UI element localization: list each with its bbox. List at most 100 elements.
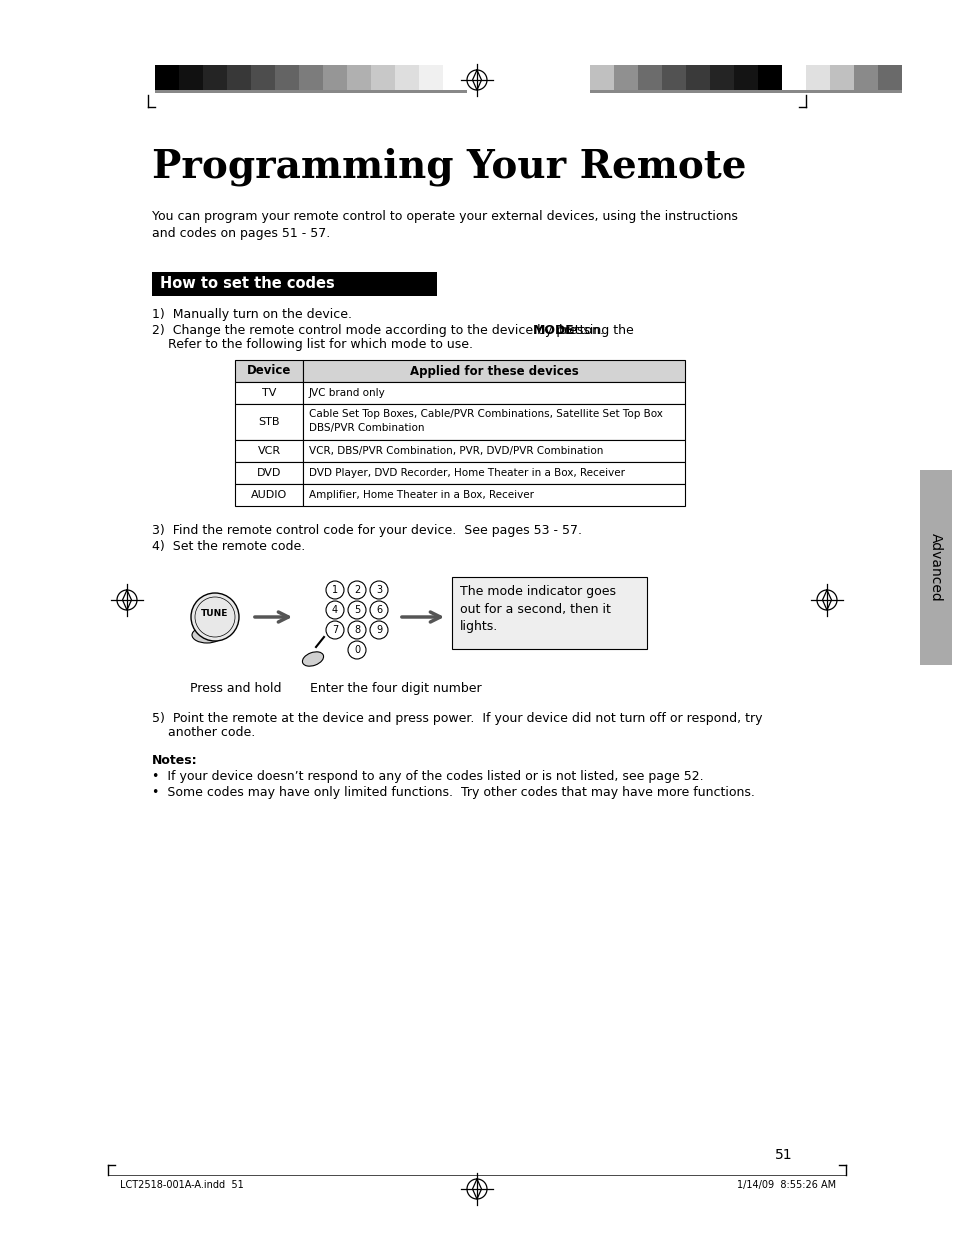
Bar xyxy=(179,65,203,90)
Circle shape xyxy=(370,621,388,638)
Ellipse shape xyxy=(192,627,222,643)
Text: You can program your remote control to operate your external devices, using the : You can program your remote control to o… xyxy=(152,210,737,240)
Text: Press and hold: Press and hold xyxy=(190,682,281,695)
Bar xyxy=(303,404,684,440)
Bar xyxy=(323,65,347,90)
Text: •  Some codes may have only limited functions.  Try other codes that may have mo: • Some codes may have only limited funct… xyxy=(152,785,754,799)
Text: TV: TV xyxy=(261,388,276,398)
Bar xyxy=(371,65,395,90)
Text: Refer to the following list for which mode to use.: Refer to the following list for which mo… xyxy=(152,338,473,351)
Bar xyxy=(274,65,298,90)
Circle shape xyxy=(348,641,366,659)
Bar xyxy=(303,382,684,404)
Text: 51: 51 xyxy=(775,1149,792,1162)
Text: DVD: DVD xyxy=(256,468,281,478)
Bar xyxy=(395,65,418,90)
Bar xyxy=(661,65,685,90)
Circle shape xyxy=(370,601,388,619)
Text: DBS/PVR Combination: DBS/PVR Combination xyxy=(309,424,424,433)
Bar xyxy=(303,462,684,484)
Text: LCT2518-001A-A.indd  51: LCT2518-001A-A.indd 51 xyxy=(120,1179,244,1191)
Text: Notes:: Notes: xyxy=(152,755,197,767)
Text: Programming Your Remote: Programming Your Remote xyxy=(152,148,745,186)
Text: AUDIO: AUDIO xyxy=(251,490,287,500)
Bar xyxy=(234,440,303,462)
Bar xyxy=(442,65,467,90)
Bar xyxy=(298,65,323,90)
Circle shape xyxy=(348,580,366,599)
Text: 4)  Set the remote code.: 4) Set the remote code. xyxy=(152,540,305,553)
Bar xyxy=(805,65,829,90)
Text: DVD Player, DVD Recorder, Home Theater in a Box, Receiver: DVD Player, DVD Recorder, Home Theater i… xyxy=(309,468,624,478)
Circle shape xyxy=(326,580,344,599)
Bar xyxy=(829,65,853,90)
Bar xyxy=(638,65,661,90)
Circle shape xyxy=(348,621,366,638)
Bar xyxy=(152,272,436,296)
Text: 1)  Manually turn on the device.: 1) Manually turn on the device. xyxy=(152,308,352,321)
Text: Cable Set Top Boxes, Cable/PVR Combinations, Satellite Set Top Box: Cable Set Top Boxes, Cable/PVR Combinati… xyxy=(309,409,662,419)
Text: 8: 8 xyxy=(354,625,359,635)
Bar xyxy=(251,65,274,90)
Text: 1/14/09  8:55:26 AM: 1/14/09 8:55:26 AM xyxy=(736,1179,835,1191)
Text: 6: 6 xyxy=(375,605,381,615)
Bar xyxy=(709,65,733,90)
Text: 9: 9 xyxy=(375,625,381,635)
Text: Applied for these devices: Applied for these devices xyxy=(409,364,578,378)
Ellipse shape xyxy=(302,652,323,666)
Text: 4: 4 xyxy=(332,605,337,615)
Bar xyxy=(452,577,646,650)
Bar xyxy=(418,65,442,90)
Text: 2: 2 xyxy=(354,585,359,595)
Bar xyxy=(853,65,877,90)
Text: The mode indicator goes
out for a second, then it
lights.: The mode indicator goes out for a second… xyxy=(459,585,616,634)
Bar xyxy=(919,471,951,664)
Text: JVC brand only: JVC brand only xyxy=(309,388,385,398)
Bar xyxy=(614,65,638,90)
Text: 0: 0 xyxy=(354,645,359,655)
Text: 5)  Point the remote at the device and press power.  If your device did not turn: 5) Point the remote at the device and pr… xyxy=(152,713,761,725)
Text: 5: 5 xyxy=(354,605,359,615)
Bar xyxy=(303,440,684,462)
Bar xyxy=(234,484,303,506)
Circle shape xyxy=(191,593,239,641)
Text: •  If your device doesn’t respond to any of the codes listed or is not listed, s: • If your device doesn’t respond to any … xyxy=(152,769,703,783)
Bar xyxy=(154,90,467,93)
Bar xyxy=(589,90,901,93)
Text: 7: 7 xyxy=(332,625,337,635)
Bar xyxy=(203,65,227,90)
Text: TUNE: TUNE xyxy=(201,609,229,618)
Bar xyxy=(733,65,758,90)
Bar xyxy=(589,65,614,90)
Text: Amplifier, Home Theater in a Box, Receiver: Amplifier, Home Theater in a Box, Receiv… xyxy=(309,490,534,500)
Text: another code.: another code. xyxy=(152,726,255,739)
Text: 3)  Find the remote control code for your device.  See pages 53 - 57.: 3) Find the remote control code for your… xyxy=(152,524,581,537)
Bar xyxy=(227,65,251,90)
Text: 1: 1 xyxy=(332,585,337,595)
Bar xyxy=(303,484,684,506)
Circle shape xyxy=(370,580,388,599)
Bar xyxy=(303,359,684,382)
Bar xyxy=(347,65,371,90)
Text: button.: button. xyxy=(555,324,603,337)
Bar xyxy=(781,65,805,90)
Bar xyxy=(234,382,303,404)
Circle shape xyxy=(348,601,366,619)
Text: MODE: MODE xyxy=(533,324,574,337)
Text: VCR, DBS/PVR Combination, PVR, DVD/PVR Combination: VCR, DBS/PVR Combination, PVR, DVD/PVR C… xyxy=(309,446,602,456)
Circle shape xyxy=(326,601,344,619)
Text: 3: 3 xyxy=(375,585,381,595)
Text: Device: Device xyxy=(247,364,291,378)
Bar xyxy=(877,65,901,90)
Bar xyxy=(234,359,303,382)
Circle shape xyxy=(326,621,344,638)
Text: Enter the four digit number: Enter the four digit number xyxy=(310,682,481,695)
Bar xyxy=(234,462,303,484)
Bar xyxy=(758,65,781,90)
Text: VCR: VCR xyxy=(257,446,280,456)
Text: Advanced: Advanced xyxy=(928,534,942,601)
Text: 2)  Change the remote control mode according to the device by pressing the: 2) Change the remote control mode accord… xyxy=(152,324,638,337)
Bar xyxy=(685,65,709,90)
Bar xyxy=(234,404,303,440)
Text: STB: STB xyxy=(258,417,279,427)
